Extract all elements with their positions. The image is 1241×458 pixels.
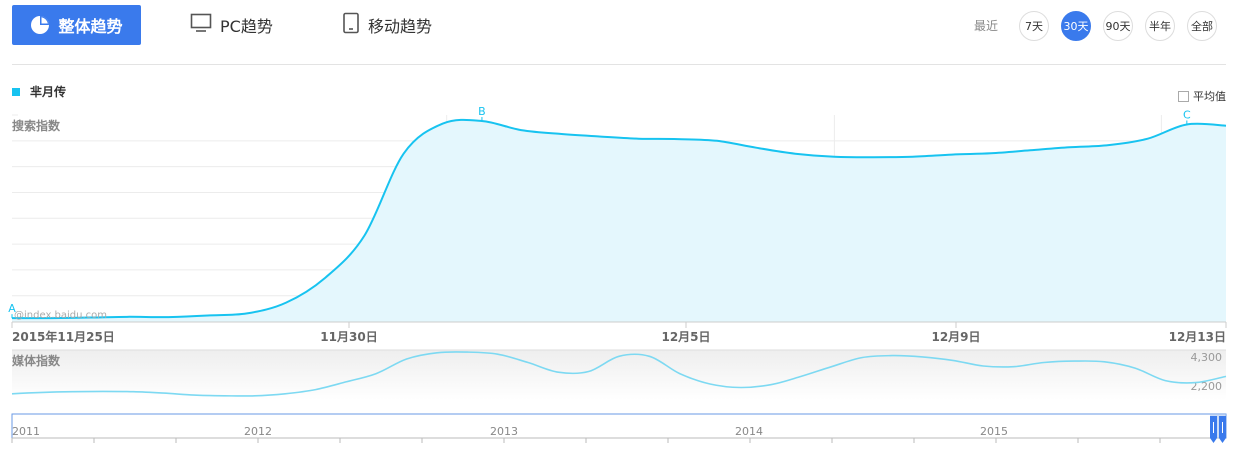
navigator-year-label: 2013	[490, 425, 518, 438]
x-tick-label: 11月30日	[320, 330, 377, 344]
search-index-title: 搜索指数	[12, 118, 61, 133]
annotation-label: C	[1183, 108, 1191, 121]
media-series-line	[11, 351, 1227, 397]
average-checkbox[interactable]	[1178, 90, 1189, 102]
monitor-icon	[190, 13, 212, 37]
media-y-tick-label: 4,300	[1191, 351, 1223, 364]
navigator-year-label: 2012	[244, 425, 272, 438]
range-90d-button[interactable]: 90天	[1103, 11, 1133, 41]
pie-chart-icon	[30, 15, 50, 35]
media-index-title: 媒体指数	[12, 353, 61, 368]
tab-pc-trend[interactable]: PC趋势	[190, 5, 273, 45]
media-background	[12, 350, 1226, 400]
media-y-tick-label: 2,200	[1191, 380, 1223, 393]
average-toggle[interactable]: 平均值	[1178, 88, 1226, 104]
navigator-year-label: 2014	[735, 425, 763, 438]
range-half-year-button[interactable]: 半年	[1145, 11, 1175, 41]
range-all-button[interactable]: 全部	[1187, 11, 1217, 41]
annotation-label: B	[478, 105, 486, 118]
legend-swatch	[12, 87, 20, 96]
legend-series-name: 芈月传	[30, 85, 67, 99]
tab-pc-label: PC趋势	[220, 17, 273, 36]
x-tick-label: 12月5日	[661, 330, 710, 344]
tab-mobile-trend[interactable]: 移动趋势	[342, 5, 432, 45]
watermark: @index.baidu.com	[14, 310, 107, 321]
average-label: 平均值	[1193, 90, 1226, 103]
series-legend[interactable]: 芈月传	[12, 83, 66, 100]
top-toolbar: 整体趋势 PC趋势 移动趋势 最近 7天 30天 90天 半年 全部	[0, 0, 1241, 64]
range-30d-button[interactable]: 30天	[1061, 11, 1091, 41]
annotation-label: A	[8, 302, 16, 315]
x-tick-label: 12月9日	[931, 330, 980, 344]
tab-overall-label: 整体趋势	[58, 17, 123, 36]
search-area-fill	[12, 119, 1226, 322]
x-tick-label: 2015年11月25日	[12, 329, 115, 344]
x-tick-label: 12月13日	[1169, 330, 1226, 344]
tab-mobile-label: 移动趋势	[368, 17, 433, 36]
range-7d-button[interactable]: 7天	[1019, 11, 1049, 41]
toolbar-divider	[12, 64, 1226, 65]
tablet-icon	[342, 12, 360, 38]
search-series-line	[11, 118, 1227, 320]
navigator-year-label: 2011	[12, 425, 40, 438]
tab-overall-trend[interactable]: 整体趋势	[12, 5, 141, 45]
navigator-frame	[11, 413, 1227, 439]
range-label: 最近	[974, 19, 999, 33]
navigator-year-label: 2015	[980, 425, 1008, 438]
